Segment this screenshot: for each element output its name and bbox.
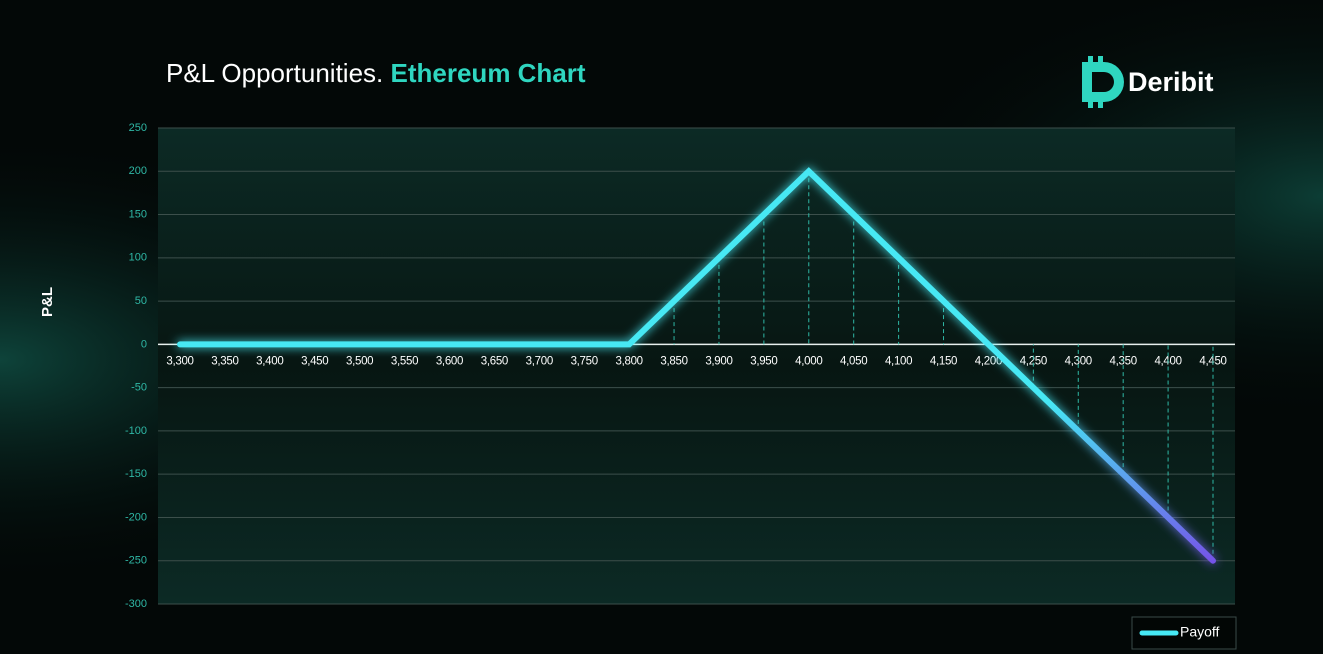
legend-label: Payoff (1180, 624, 1220, 640)
x-tick-label: 3,650 (481, 355, 508, 367)
x-tick-label: 3,450 (301, 355, 328, 367)
x-tick-label: 3,350 (211, 355, 238, 367)
y-tick-label: 0 (141, 338, 147, 350)
y-tick-label: -50 (131, 382, 147, 394)
logo-icon (1098, 100, 1103, 108)
plot-area (158, 128, 1235, 604)
y-tick-label: -200 (125, 511, 147, 523)
logo: Deribit (1082, 56, 1214, 108)
x-tick-label: 3,700 (526, 355, 553, 367)
logo-icon (1088, 56, 1093, 64)
y-tick-label: 200 (129, 165, 147, 177)
x-tick-label: 4,100 (885, 355, 912, 367)
x-tick-label: 3,950 (750, 355, 777, 367)
x-tick-label: 3,750 (571, 355, 598, 367)
y-tick-label: -150 (125, 468, 147, 480)
x-tick-label: 4,050 (840, 355, 867, 367)
chart-title: P&L Opportunities. Ethereum Chart (166, 58, 586, 88)
x-tick-label: 3,550 (391, 355, 418, 367)
series-line (177, 167, 1216, 564)
logo-icon (1098, 56, 1103, 64)
y-tick-label: -300 (125, 598, 147, 610)
y-tick-label: 100 (129, 252, 147, 264)
y-axis-label: P&L (39, 287, 56, 317)
logo-icon (1088, 100, 1093, 108)
x-tick-label: 4,150 (930, 355, 957, 367)
title: P&L Opportunities. (166, 58, 383, 88)
y-tick-label: 50 (135, 295, 147, 307)
x-tick-label: 3,300 (166, 355, 193, 367)
x-tick-label: 3,850 (660, 355, 687, 367)
x-tick-label: 3,600 (436, 355, 463, 367)
x-tick-label: 3,400 (256, 355, 283, 367)
y-tick-label: 150 (129, 208, 147, 220)
x-tick-label: 3,800 (615, 355, 642, 367)
x-tick-label: 3,500 (346, 355, 373, 367)
logo-icon (1082, 62, 1124, 102)
x-tick-label: 4,200 (975, 355, 1002, 367)
x-tick-label: 4,300 (1065, 355, 1092, 367)
x-tick-label: 3,900 (705, 355, 732, 367)
x-tick-label: 4,250 (1020, 355, 1047, 367)
title-accent: Ethereum Chart (391, 58, 586, 88)
y-tick-label: 250 (129, 122, 147, 134)
x-tick-label: 4,000 (795, 355, 822, 367)
brand: Deribit (1128, 67, 1214, 97)
y-tick-label: -250 (125, 555, 147, 567)
y-tick-label: -100 (125, 425, 147, 437)
